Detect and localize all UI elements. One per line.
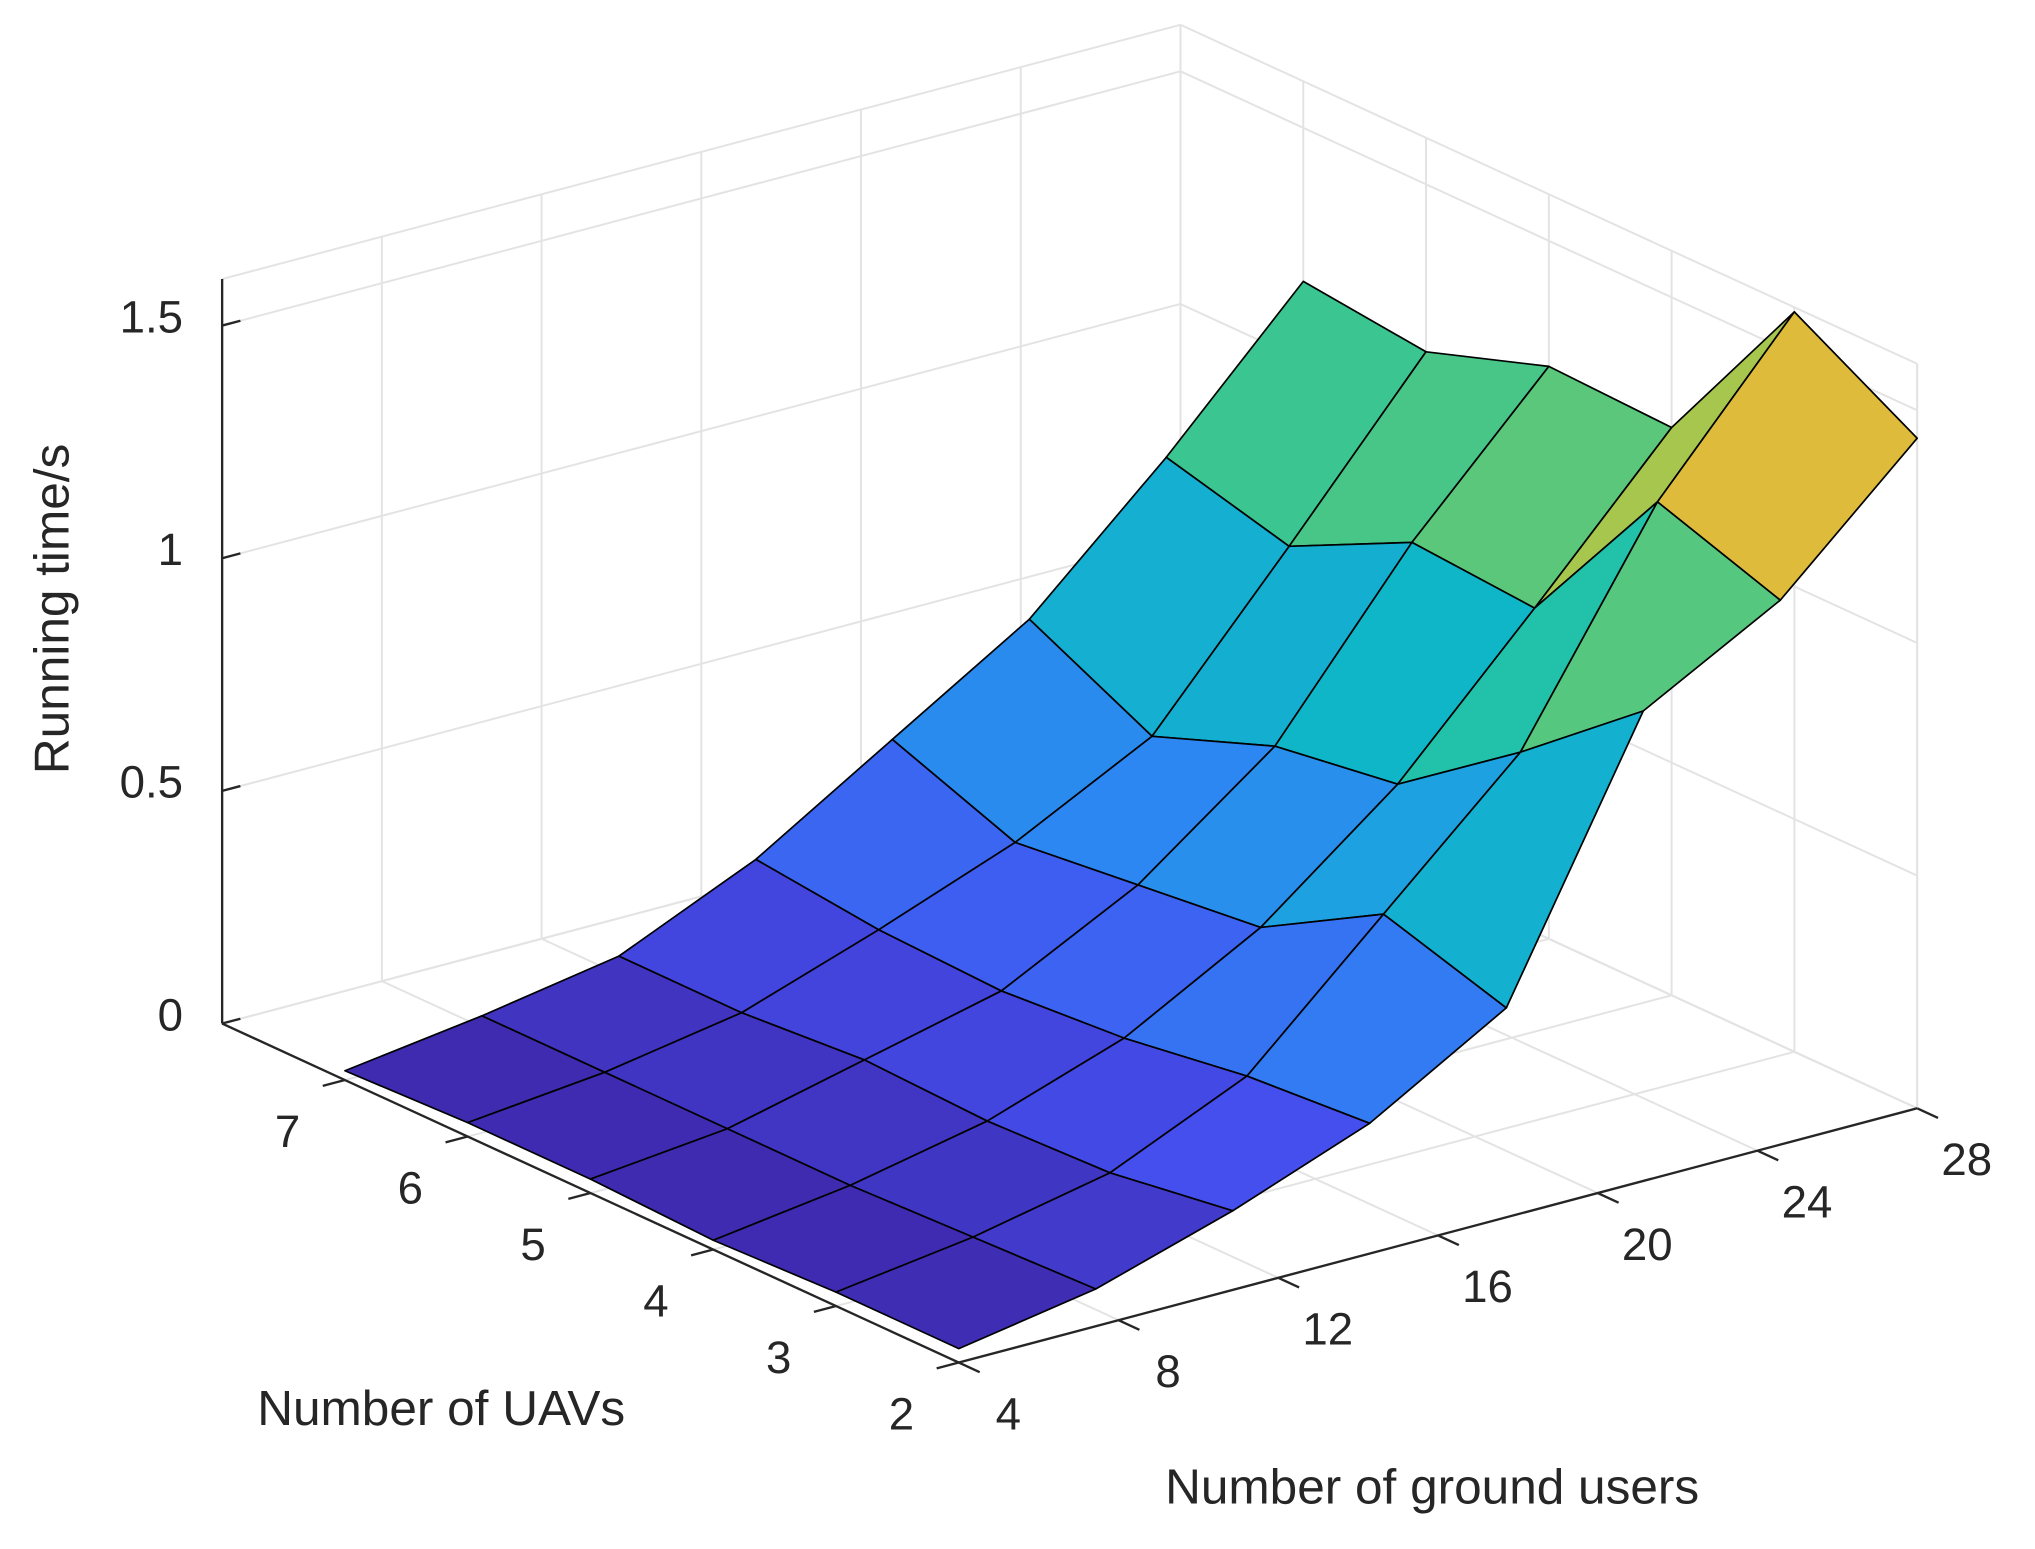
y-tick-label: 7	[275, 1106, 300, 1157]
box-edge	[1180, 23, 1918, 365]
z-tick	[221, 1017, 241, 1025]
y-tick-label: 3	[766, 1332, 791, 1383]
x-tick	[1597, 1191, 1620, 1204]
y-tick-label: 6	[398, 1162, 423, 1213]
grid-line	[221, 535, 1181, 792]
x-tick-label: 16	[1462, 1261, 1513, 1312]
y-tick-label: 2	[889, 1388, 914, 1439]
x-tick	[1118, 1319, 1140, 1331]
y-axis-label: Number of UAVs	[257, 1381, 625, 1436]
z-tick	[221, 784, 241, 793]
x-tick	[1277, 1276, 1300, 1289]
x-tick-label: 8	[1155, 1346, 1180, 1397]
grid-line	[221, 303, 1181, 560]
y-tick	[445, 1135, 469, 1144]
x-tick	[958, 1361, 981, 1374]
z-tick-label: 0	[158, 989, 183, 1040]
y-tick-label: 4	[643, 1275, 668, 1326]
x-tick-label: 4	[996, 1388, 1021, 1439]
y-tick-label: 5	[520, 1219, 545, 1270]
x-tick-label: 20	[1622, 1219, 1673, 1270]
surface-face	[835, 1236, 1097, 1350]
x-tick-label: 12	[1302, 1304, 1353, 1355]
y-tick	[690, 1248, 714, 1257]
y-tick	[568, 1191, 591, 1201]
z-tick	[221, 319, 241, 327]
z-axis-label: Running time/s	[24, 444, 79, 774]
z-tick	[221, 552, 241, 560]
surface	[344, 280, 1919, 1350]
x-tick-label: 24	[1782, 1176, 1833, 1227]
z-tick-label: 0.5	[120, 757, 183, 808]
x-axis-label: Number of ground users	[1165, 1459, 1699, 1514]
x-tick	[1756, 1149, 1779, 1162]
x-tick	[1437, 1234, 1460, 1247]
grid-line	[221, 70, 1181, 327]
z-tick-label: 1.5	[120, 291, 183, 342]
y-tick	[322, 1078, 346, 1088]
y-tick	[936, 1361, 960, 1370]
z-tick-label: 1	[158, 524, 183, 575]
box-edge	[221, 23, 1181, 280]
x-tick-label: 28	[1941, 1134, 1992, 1185]
y-tick	[813, 1304, 837, 1314]
x-tick	[1916, 1107, 1939, 1120]
axes: 0 0.5 1 1.5 2 3 4 5 6 7 4 8 12 16 20 24 28	[120, 279, 1992, 1439]
